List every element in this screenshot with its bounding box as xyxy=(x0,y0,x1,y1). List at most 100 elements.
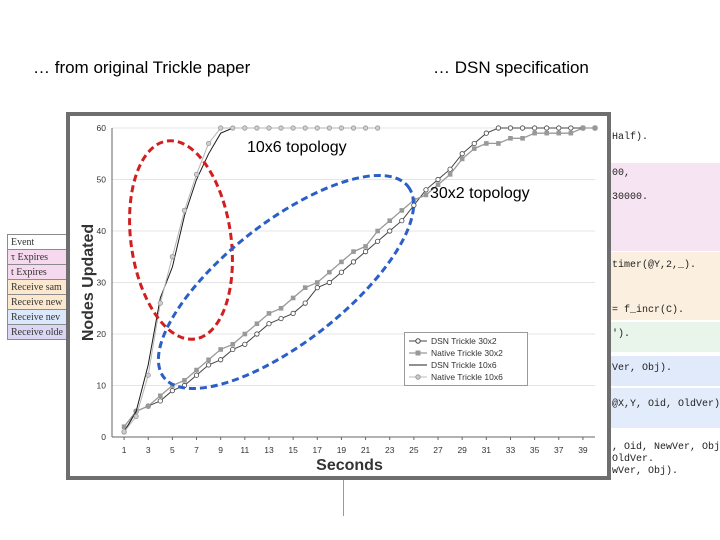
data-point xyxy=(338,125,345,131)
data-point xyxy=(471,146,477,151)
legend-marker xyxy=(409,350,427,355)
data-point xyxy=(157,398,163,404)
data-point xyxy=(290,125,296,131)
legend-item: DSN Trickle 10x6 xyxy=(409,359,497,370)
legend-marker xyxy=(409,364,427,365)
x-axis-title: Seconds xyxy=(316,457,383,474)
data-point xyxy=(169,388,175,394)
code-fragment: '). xyxy=(612,329,631,340)
data-point xyxy=(145,403,151,409)
data-point xyxy=(459,151,465,157)
data-point xyxy=(471,140,477,147)
legend-label: DSN Trickle 30x2 xyxy=(431,335,497,346)
data-point xyxy=(278,305,284,311)
data-point xyxy=(519,125,526,131)
event-table-row: t Expires xyxy=(7,264,75,280)
code-fragment: 30000. xyxy=(612,192,649,203)
legend-item: DSN Trickle 30x2 xyxy=(409,335,497,346)
label-30x2-topology: 30x2 topology xyxy=(430,185,530,202)
x-tick-label: 31 xyxy=(482,445,492,455)
legend-label: Native Trickle 10x6 xyxy=(431,371,503,382)
x-tick-label: 39 xyxy=(578,445,588,455)
data-point xyxy=(193,372,200,378)
data-point xyxy=(507,125,514,131)
series-line xyxy=(123,127,378,433)
data-point xyxy=(399,218,405,224)
data-point xyxy=(362,125,369,131)
x-tick-label: 29 xyxy=(457,445,467,455)
caption-left: … from original Trickle paper xyxy=(33,58,251,77)
code-band-blue-1 xyxy=(600,356,720,386)
legend-marker xyxy=(409,373,427,380)
event-table-row: τ Expires xyxy=(7,249,75,265)
y-tick-label: 40 xyxy=(97,226,107,236)
data-point xyxy=(158,393,163,399)
y-tick-label: 0 xyxy=(101,432,106,442)
data-point xyxy=(508,136,513,141)
legend-label: DSN Trickle 10x6 xyxy=(431,359,497,370)
data-point xyxy=(145,372,151,378)
data-point xyxy=(302,285,308,290)
data-point xyxy=(230,346,236,353)
data-point xyxy=(121,424,127,429)
data-point xyxy=(387,218,393,223)
data-point xyxy=(326,125,332,131)
data-point xyxy=(314,285,320,291)
data-point xyxy=(242,331,248,337)
data-point xyxy=(350,125,357,131)
data-point xyxy=(290,310,296,316)
data-point xyxy=(399,208,405,213)
data-point xyxy=(423,192,429,198)
code-band-green xyxy=(600,322,720,352)
legend-item: Native Trickle 10x6 xyxy=(409,371,503,382)
data-point xyxy=(362,249,369,255)
blue-ellipse-30x2 xyxy=(156,174,416,390)
data-point xyxy=(302,300,308,306)
code-fragment: Half). xyxy=(612,132,649,143)
code-fragment: , Oid, NewVer, Obj). xyxy=(612,442,720,453)
data-point xyxy=(435,176,441,183)
data-point xyxy=(544,125,550,131)
data-point xyxy=(169,254,175,260)
data-point xyxy=(483,130,489,136)
data-point xyxy=(447,172,453,177)
data-point xyxy=(495,125,501,131)
data-point xyxy=(181,207,188,214)
legend-item: Native Trickle 30x2 xyxy=(409,347,503,358)
data-point xyxy=(520,136,525,141)
event-table-row: Receive nev xyxy=(7,309,75,325)
x-tick-label: 3 xyxy=(146,445,151,455)
x-tick-label: 21 xyxy=(361,445,371,455)
data-point xyxy=(592,125,598,131)
x-tick-label: 5 xyxy=(170,445,175,455)
event-table: Event τ Expires t Expires Receive sam Re… xyxy=(7,234,75,340)
data-point xyxy=(339,259,344,265)
code-band-pink xyxy=(600,163,720,251)
series-line xyxy=(123,127,378,433)
x-tick-label: 25 xyxy=(409,445,419,455)
data-point xyxy=(327,269,332,275)
data-point xyxy=(302,125,308,131)
data-point xyxy=(556,125,562,131)
data-point xyxy=(157,300,163,306)
data-point xyxy=(254,321,260,326)
data-point xyxy=(218,347,223,352)
label-10x6-topology: 10x6 topology xyxy=(247,139,347,156)
data-point xyxy=(556,130,562,136)
data-point xyxy=(375,125,381,131)
data-point xyxy=(447,166,453,172)
data-point xyxy=(254,331,260,337)
data-point xyxy=(375,238,381,244)
data-point xyxy=(254,125,260,131)
data-point xyxy=(133,413,139,419)
x-tick-label: 13 xyxy=(264,445,274,455)
divider-line xyxy=(343,470,344,516)
code-fragment: OldVer. xyxy=(612,454,655,465)
caption-right: … DSN specification xyxy=(433,58,589,77)
data-point xyxy=(568,130,574,136)
code-band-orange xyxy=(600,252,720,320)
x-tick-label: 1 xyxy=(122,445,127,455)
data-point xyxy=(580,125,586,131)
x-tick-label: 23 xyxy=(385,445,395,455)
